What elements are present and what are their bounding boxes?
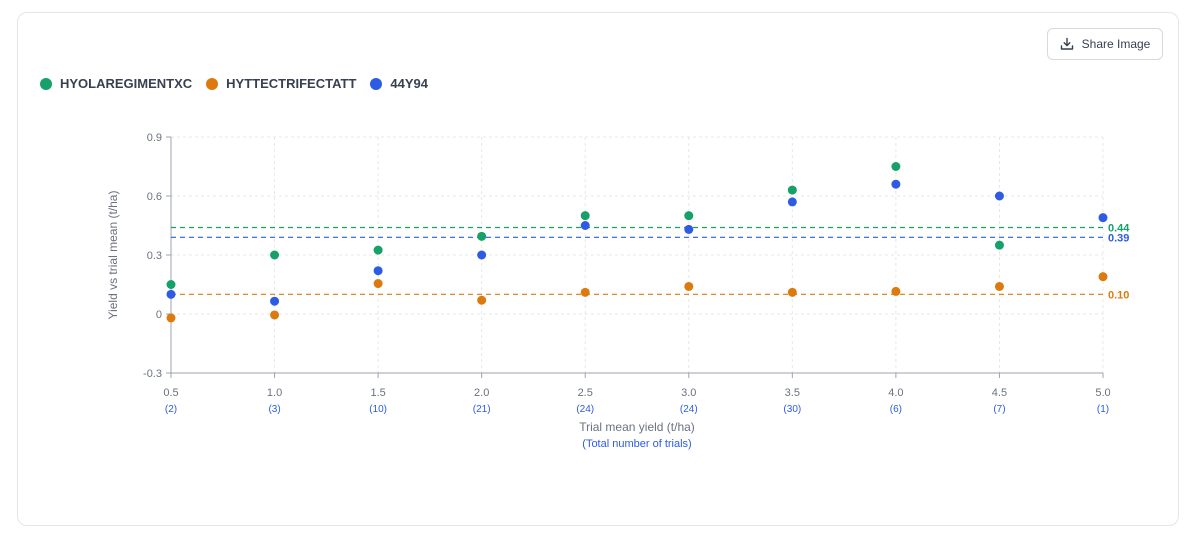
data-point bbox=[166, 313, 176, 323]
x-tick-count-label: (30) bbox=[783, 404, 801, 415]
share-image-label: Share Image bbox=[1081, 37, 1151, 51]
legend-label: 44Y94 bbox=[390, 76, 428, 91]
x-tick-label: 1.5 bbox=[370, 387, 385, 399]
data-point bbox=[373, 279, 383, 289]
y-tick-label: 0.9 bbox=[147, 132, 162, 144]
data-point bbox=[580, 211, 590, 221]
data-point bbox=[994, 191, 1004, 201]
legend-item-hyttectrifectatt[interactable]: HYTTECTRIFECTATT bbox=[206, 76, 356, 91]
data-point bbox=[1098, 272, 1108, 282]
data-point bbox=[270, 310, 280, 320]
x-tick-label: 4.0 bbox=[888, 387, 903, 399]
chart-legend: HYOLAREGIMENTXC HYTTECTRIFECTATT 44Y94 bbox=[40, 76, 428, 91]
x-tick-count-label: (1) bbox=[1097, 404, 1109, 415]
x-tick-count-label: (24) bbox=[680, 404, 698, 415]
x-tick-count-label: (2) bbox=[165, 404, 177, 415]
x-tick-label: 1.0 bbox=[267, 387, 282, 399]
legend-swatch bbox=[206, 77, 219, 90]
legend-label: HYOLAREGIMENTXC bbox=[60, 76, 193, 91]
x-tick-label: 2.0 bbox=[474, 387, 489, 399]
data-point bbox=[166, 280, 176, 289]
legend-item-44y94[interactable]: 44Y94 bbox=[370, 76, 428, 91]
y-tick-label: 0.6 bbox=[147, 191, 162, 203]
x-tick-label: 0.5 bbox=[163, 387, 178, 399]
legend-item-hyolaregimentxc[interactable]: HYOLAREGIMENTXC bbox=[40, 76, 192, 91]
legend-label: HYTTECTRIFECTATT bbox=[226, 76, 357, 91]
x-tick-count-label: (10) bbox=[369, 404, 387, 415]
data-point bbox=[580, 221, 590, 230]
y-tick-label: 0 bbox=[156, 309, 162, 321]
x-tick-count-label: (24) bbox=[576, 404, 594, 415]
data-point bbox=[477, 231, 487, 241]
data-point bbox=[477, 250, 487, 260]
x-tick-label: 3.5 bbox=[785, 387, 800, 399]
data-point bbox=[580, 287, 590, 297]
data-point bbox=[166, 289, 176, 299]
x-tick-label: 2.5 bbox=[578, 387, 593, 399]
data-point bbox=[684, 281, 694, 291]
mean-label: 0.10 bbox=[1108, 289, 1129, 301]
x-tick-count-label: (3) bbox=[268, 404, 280, 415]
data-point bbox=[1098, 213, 1108, 223]
data-point bbox=[270, 296, 280, 306]
chart-card bbox=[17, 12, 1179, 526]
y-tick-label: 0.3 bbox=[147, 250, 162, 262]
data-point bbox=[891, 286, 901, 296]
download-icon bbox=[1060, 37, 1074, 51]
x-tick-label: 3.0 bbox=[681, 387, 696, 399]
share-image-button[interactable]: Share Image bbox=[1047, 28, 1163, 60]
x-tick-label: 4.5 bbox=[992, 387, 1007, 399]
data-point bbox=[891, 179, 901, 189]
data-point bbox=[270, 250, 280, 260]
mean-label: 0.39 bbox=[1108, 232, 1129, 244]
legend-swatch bbox=[40, 77, 52, 90]
data-point bbox=[684, 224, 694, 234]
data-point bbox=[477, 295, 487, 305]
legend-swatch bbox=[370, 77, 383, 90]
y-axis-title: Yield vs trial mean (t/ha) bbox=[106, 191, 120, 320]
x-tick-label: 5.0 bbox=[1095, 387, 1110, 399]
data-point bbox=[787, 287, 797, 297]
data-point bbox=[787, 185, 797, 195]
data-point bbox=[994, 240, 1004, 250]
y-tick-label: -0.3 bbox=[143, 368, 162, 380]
data-point bbox=[787, 197, 797, 207]
x-tick-count-label: (6) bbox=[890, 404, 902, 415]
data-point bbox=[373, 266, 383, 276]
x-axis-title: Trial mean yield (t/ha) bbox=[579, 420, 695, 434]
mean-label: 0.44 bbox=[1108, 222, 1130, 234]
x-tick-count-label: (21) bbox=[473, 404, 491, 415]
data-point bbox=[373, 245, 383, 255]
x-tick-count-label: (7) bbox=[993, 404, 1005, 415]
data-point bbox=[891, 162, 901, 171]
x-axis-subtitle: (Total number of trials) bbox=[582, 438, 691, 450]
data-point bbox=[684, 211, 694, 221]
data-point bbox=[994, 281, 1004, 291]
